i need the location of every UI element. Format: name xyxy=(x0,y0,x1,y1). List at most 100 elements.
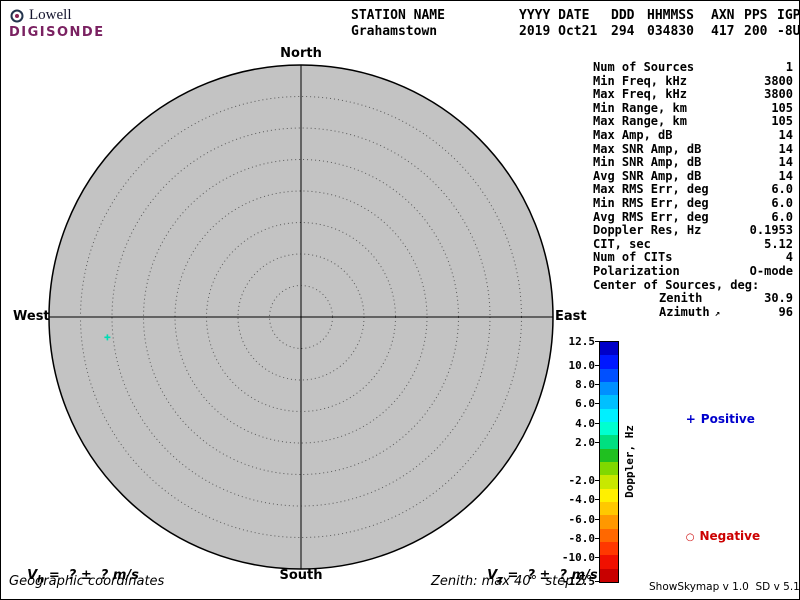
info-value: 14 xyxy=(778,155,793,170)
header-label: IGP xyxy=(777,8,800,23)
vz-subscript: z xyxy=(497,574,503,586)
info-value: 96 xyxy=(778,304,793,319)
header-label: PPS xyxy=(744,8,768,23)
vz-symbol: V xyxy=(487,568,498,583)
legend-negative-label: Negative xyxy=(699,529,761,543)
info-value: 4 xyxy=(785,250,793,265)
colorbar-tick: 8.0 xyxy=(551,378,601,391)
info-row-doppler-res-hz: Doppler Res, Hz 0.1953 xyxy=(593,224,793,238)
colorbar-ticks: 12.5 10.0 8.0 6.0 4.0 2.0 -2.0 -4.0 -6.0 -8.0 -10.… xyxy=(551,335,601,588)
info-row-max-snr-amp-db: Max SNR Amp, dB 14 xyxy=(593,141,793,157)
colorbar-segment xyxy=(600,381,618,396)
colorbar-segment xyxy=(600,448,618,462)
vh-subscript: h xyxy=(37,574,45,586)
station-header: STATION NAME Grahamstown YYYY DATE 2019 … xyxy=(351,8,800,40)
header-value: 417 xyxy=(711,24,735,39)
colorbar-tick: -12.5 xyxy=(551,575,601,588)
info-value: 6.0 xyxy=(771,209,793,224)
info-value: 6.0 xyxy=(771,195,793,210)
info-label: Max Amp, dB xyxy=(593,127,673,142)
header-value: -8U xyxy=(777,24,800,39)
header-label: STATION NAME xyxy=(351,8,445,23)
info-value: O-mode xyxy=(749,263,793,278)
info-label: Min RMS Err, deg xyxy=(593,195,709,210)
info-value: 1 xyxy=(785,60,793,74)
colorbar-segment xyxy=(600,461,618,476)
colorbar-tick: -4.0 xyxy=(551,493,601,506)
colorbar-segment xyxy=(600,555,618,569)
colorbar-title-wrap: Doppler, Hz xyxy=(623,341,636,581)
colorbar-segment xyxy=(600,408,618,422)
colorbar-segment xyxy=(600,541,618,556)
info-row-cit-sec: CIT, sec 5.12 xyxy=(593,236,793,252)
info-value: 5.12 xyxy=(764,236,793,251)
info-row-zenith: Zenith 30.9 xyxy=(593,291,793,306)
info-label: Azimuth ↗ xyxy=(659,304,720,319)
colorbar-segment xyxy=(600,421,618,436)
vh-symbol: V xyxy=(27,568,38,583)
info-value: 30.9 xyxy=(764,291,793,306)
colorbar-tick: -8.0 xyxy=(551,532,601,545)
logo-digisonde-text: DIGISONDE xyxy=(9,25,105,40)
colorbar-tick: 10.0 xyxy=(551,359,601,372)
colorbar-segment xyxy=(600,435,618,449)
header-label: DDD xyxy=(611,8,635,23)
info-value: 3800 xyxy=(764,87,793,102)
digisonde-logo-icon xyxy=(10,9,24,22)
info-label: Avg SNR Amp, dB xyxy=(593,168,702,183)
skymap-source-marker xyxy=(104,334,111,341)
colorbar-segment xyxy=(600,528,618,542)
colorbar-segment xyxy=(600,488,618,502)
info-value: 14 xyxy=(778,141,793,156)
skymap-svg xyxy=(48,64,554,570)
header-col-ddd: DDD 294 xyxy=(611,8,647,40)
header-col-date: YYYY DATE 2019 Oct21 xyxy=(519,8,611,40)
vz-readout: Vz = ? ± ? m/s xyxy=(469,553,597,599)
info-value: 14 xyxy=(778,168,793,183)
info-label: Max Range, km xyxy=(593,114,687,129)
vh-readout: Vh = ? ± ? m/s xyxy=(9,553,139,599)
info-label: Max RMS Err, deg xyxy=(593,182,709,197)
colorbar-tick: 12.5 xyxy=(551,335,601,348)
info-row-min-rms-err-deg: Min RMS Err, deg 6.0 xyxy=(593,195,793,211)
vh-value: = ? ± ? m/s xyxy=(44,568,139,583)
info-row-max-rms-err-deg: Max RMS Err, deg 6.0 xyxy=(593,183,793,197)
colorbar-tick: -6.0 xyxy=(551,513,601,526)
colorbar-tick: 2.0 xyxy=(551,436,601,449)
plus-marker-icon: + xyxy=(685,412,696,426)
info-row-azimuth: Azimuth ↗ 96 xyxy=(593,304,793,322)
lowell-digisonde-logo: Lowell DIGISONDE xyxy=(9,7,105,40)
colorbar-segment xyxy=(600,342,618,356)
cardinal-west-label: West xyxy=(13,309,50,324)
info-label: Zenith xyxy=(659,291,703,306)
azimuth-direction-icon: ↗ xyxy=(714,308,720,319)
info-value: 105 xyxy=(771,114,793,129)
info-row-max-range-km: Max Range, km 105 xyxy=(593,115,793,129)
header-value: Grahamstown xyxy=(351,24,438,39)
info-row-min-range-km: Min Range, km 105 xyxy=(593,100,793,116)
cardinal-south-label: South xyxy=(279,568,323,583)
version-label: ShowSkymap v 1.0 SD v 5.1 xyxy=(649,581,800,593)
info-label: Min Freq, kHz xyxy=(593,73,687,88)
info-label: Doppler Res, Hz xyxy=(593,223,702,238)
header-col-igp: IGP -8U xyxy=(777,8,800,40)
header-label: HHMMSS xyxy=(647,8,694,23)
header-col-pps: PPS 200 xyxy=(744,8,777,40)
info-label: Avg RMS Err, deg xyxy=(593,209,709,224)
header-value: 034830 xyxy=(647,24,694,39)
header-label: AXN xyxy=(711,8,735,23)
info-label: Polarization xyxy=(593,263,680,278)
info-label: Min Range, km xyxy=(593,100,687,115)
colorbar-tick: -10.0 xyxy=(551,551,601,564)
colorbar-segment xyxy=(600,501,618,516)
colorbar-tick: -2.0 xyxy=(551,474,601,487)
header-value: 200 xyxy=(744,24,768,39)
colorbar-segment xyxy=(600,475,618,489)
info-row-num-of-sources: Num of Sources 1 xyxy=(593,60,793,75)
logo-lowell-text: Lowell xyxy=(29,7,72,23)
info-value: 105 xyxy=(771,100,793,115)
info-row-min-snr-amp-db: Min SNR Amp, dB 14 xyxy=(593,156,793,170)
cardinal-east-label: East xyxy=(555,309,587,324)
info-row-max-freq-khz: Max Freq, kHz 3800 xyxy=(593,88,793,102)
